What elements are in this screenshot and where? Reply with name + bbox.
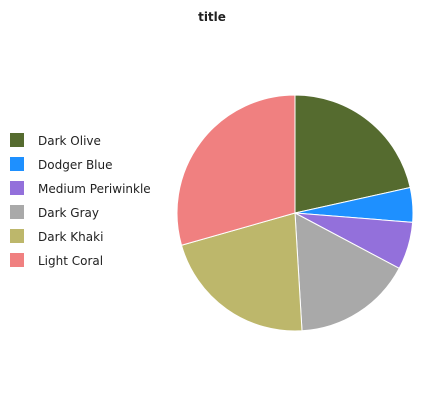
- pie-slice-dark-olive: [294, 94, 411, 214]
- legend-swatch-medium-periwinkle: [10, 181, 24, 195]
- legend-label-light-coral: Light Coral: [38, 254, 103, 268]
- pie-slices: [176, 94, 414, 332]
- legend-label-dark-khaki: Dark Khaki: [38, 230, 103, 244]
- pie-slice-dark-gray: [294, 212, 400, 332]
- legend-swatch-dark-khaki: [10, 229, 24, 243]
- legend-label-dark-gray: Dark Gray: [38, 206, 99, 220]
- legend-label-dodger-blue: Dodger Blue: [38, 158, 113, 172]
- pie-slice-light-coral: [176, 94, 296, 246]
- legend-label-medium-periwinkle: Medium Periwinkle: [38, 182, 151, 196]
- legend-label-dark-olive: Dark Olive: [38, 134, 101, 148]
- chart-title: title: [198, 10, 226, 24]
- legend-swatch-dark-olive: [10, 133, 24, 147]
- legend: Dark Olive Dodger Blue Medium Periwinkle Da…: [10, 133, 151, 268]
- legend-swatch-dodger-blue: [10, 157, 24, 171]
- legend-swatch-dark-gray: [10, 205, 24, 219]
- legend-swatch-light-coral: [10, 253, 24, 267]
- pie-slice-dark-khaki: [180, 212, 303, 332]
